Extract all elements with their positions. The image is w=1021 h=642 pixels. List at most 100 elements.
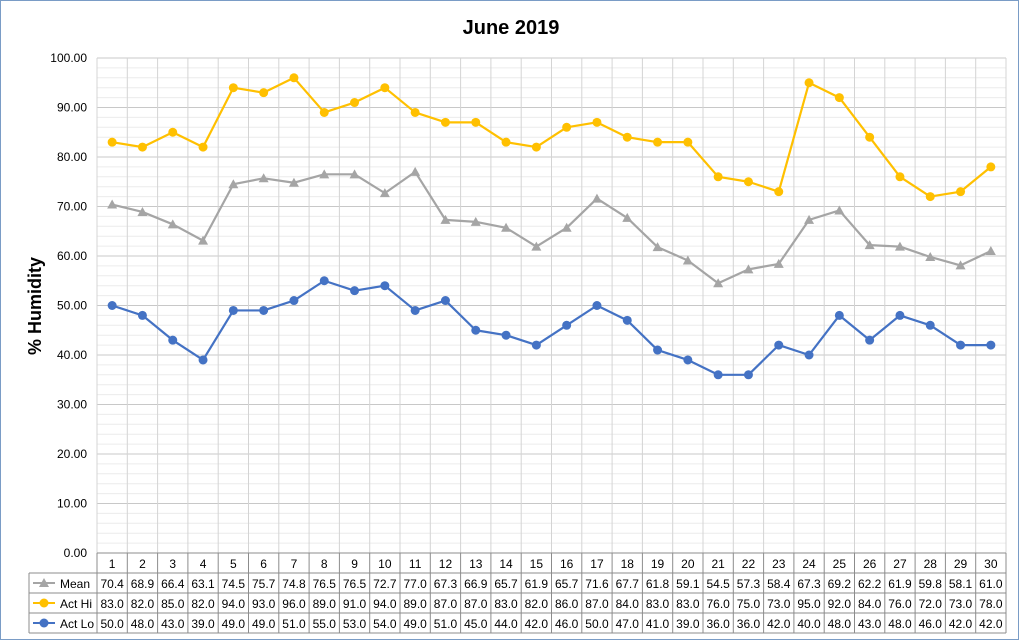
data-point xyxy=(288,177,299,187)
legend-entry: Mean xyxy=(60,577,90,591)
y-axis-label: % Humidity xyxy=(25,257,45,355)
data-table-cell: 93.0 xyxy=(252,597,276,611)
data-table-cell: 89.0 xyxy=(403,597,427,611)
data-table-cell: 48.0 xyxy=(131,617,155,631)
data-point xyxy=(39,598,49,608)
data-point xyxy=(622,212,633,222)
series-line xyxy=(111,170,992,285)
x-tick-label: 3 xyxy=(169,557,176,571)
x-tick-label: 28 xyxy=(924,557,938,571)
data-point xyxy=(259,88,269,98)
data-table-cell: 75.7 xyxy=(252,577,276,591)
y-tick-label: 60.00 xyxy=(57,249,87,263)
data-point xyxy=(591,193,602,203)
data-point xyxy=(864,240,875,250)
x-tick-label: 9 xyxy=(351,557,358,571)
data-point xyxy=(107,137,117,147)
data-point xyxy=(865,132,875,142)
data-table-cell: 74.5 xyxy=(222,577,246,591)
data-table-cell: 87.0 xyxy=(585,597,609,611)
data-point xyxy=(410,166,421,176)
data-table-cell: 58.1 xyxy=(949,577,973,591)
data-point xyxy=(319,276,329,286)
data-point xyxy=(258,173,269,183)
data-point xyxy=(956,187,966,197)
data-table-cell: 62.2 xyxy=(858,577,882,591)
x-tick-label: 14 xyxy=(499,557,513,571)
data-point xyxy=(349,169,360,179)
data-table-cell: 78.0 xyxy=(979,597,1003,611)
data-table-cell: 48.0 xyxy=(828,617,852,631)
data-table-cell: 43.0 xyxy=(858,617,882,631)
y-tick-label: 30.00 xyxy=(57,398,87,412)
data-point xyxy=(895,310,905,320)
x-tick-label: 7 xyxy=(291,557,298,571)
data-point xyxy=(713,172,723,182)
data-point xyxy=(501,222,512,232)
data-point xyxy=(562,320,572,330)
data-point xyxy=(955,260,966,270)
x-tick-label: 10 xyxy=(378,557,392,571)
data-point xyxy=(774,187,784,197)
data-table-cell: 94.0 xyxy=(373,597,397,611)
y-tick-label: 70.00 xyxy=(57,200,87,214)
data-table-cell: 57.3 xyxy=(737,577,761,591)
data-table-cell: 65.7 xyxy=(494,577,518,591)
data-table-cell: 45.0 xyxy=(464,617,488,631)
data-point xyxy=(925,251,936,261)
data-point xyxy=(39,618,49,628)
data-point xyxy=(743,264,754,274)
data-table-cell: 82.0 xyxy=(525,597,549,611)
x-tick-label: 17 xyxy=(590,557,604,571)
data-point xyxy=(562,122,572,132)
x-tick-label: 30 xyxy=(984,557,998,571)
data-point xyxy=(137,142,147,152)
data-table-cell: 66.9 xyxy=(464,577,488,591)
data-table-cell: 76.0 xyxy=(706,597,730,611)
x-tick-label: 16 xyxy=(560,557,574,571)
x-tick-label: 1 xyxy=(109,557,116,571)
data-point xyxy=(743,177,753,187)
data-table-cell: 49.0 xyxy=(252,617,276,631)
x-tick-label: 23 xyxy=(772,557,786,571)
series-act-lo xyxy=(107,276,996,380)
x-tick-label: 12 xyxy=(439,557,453,571)
data-table-cell: 72.0 xyxy=(919,597,943,611)
y-tick-label: 80.00 xyxy=(57,150,87,164)
data-point xyxy=(531,142,541,152)
data-point xyxy=(470,216,481,226)
x-tick-label: 18 xyxy=(621,557,635,571)
data-point xyxy=(985,246,996,256)
data-table-cell: 66.4 xyxy=(161,577,185,591)
x-tick-label: 25 xyxy=(833,557,847,571)
y-axis-ticks: 0.00 10.00 20.00 30.00 40.00 50.00 60.00 70.00 8… xyxy=(50,51,87,560)
data-point xyxy=(379,188,390,198)
data-table-cell: 55.0 xyxy=(313,617,337,631)
data-point xyxy=(865,335,875,345)
x-tick-label: 5 xyxy=(230,557,237,571)
data-table-cell: 95.0 xyxy=(797,597,821,611)
data-point xyxy=(682,255,693,265)
data-table-cell: 67.7 xyxy=(616,577,640,591)
legend-entry: Act Hi xyxy=(60,597,92,611)
data-point xyxy=(713,370,723,380)
data-point xyxy=(289,296,299,306)
gridlines xyxy=(96,57,1007,554)
data-table-cell: 68.9 xyxy=(131,577,155,591)
data-table-cell: 36.0 xyxy=(737,617,761,631)
y-tick-label: 20.00 xyxy=(57,447,87,461)
data-table-cell: 76.5 xyxy=(343,577,367,591)
y-tick-label: 100.00 xyxy=(50,51,87,65)
data-point xyxy=(410,305,420,315)
data-point xyxy=(652,242,663,252)
data-point xyxy=(137,310,147,320)
data-table-cell: 41.0 xyxy=(646,617,670,631)
data-table-cell: 51.0 xyxy=(282,617,306,631)
x-tick-label: 6 xyxy=(260,557,267,571)
data-table-cell: 61.0 xyxy=(979,577,1003,591)
data-table-cell: 61.8 xyxy=(646,577,670,591)
data-point xyxy=(894,241,905,251)
data-point xyxy=(228,179,239,189)
x-tick-label: 13 xyxy=(469,557,483,571)
